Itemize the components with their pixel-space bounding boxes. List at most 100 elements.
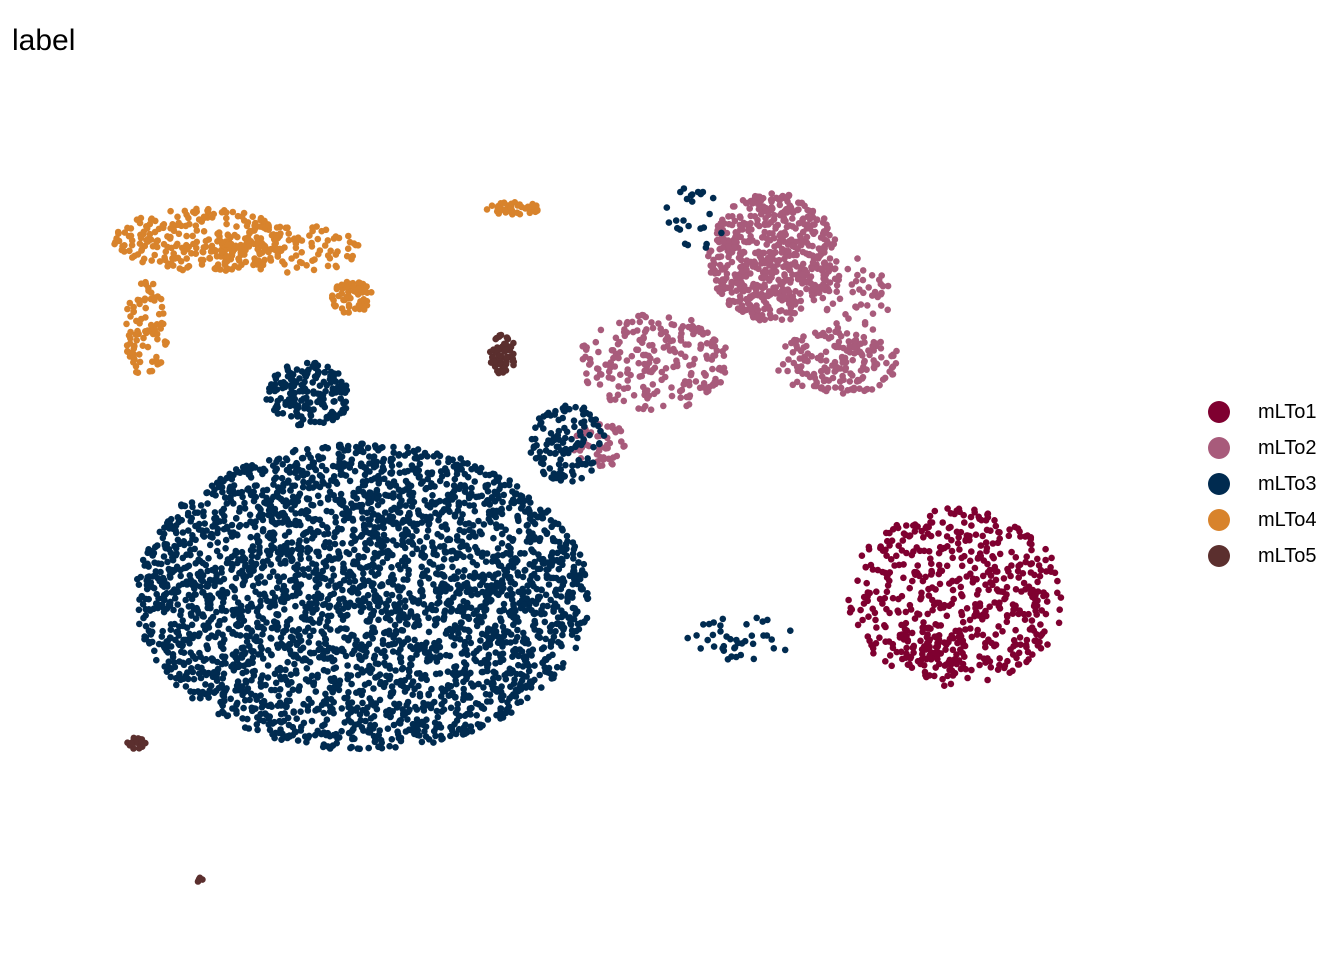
point-mLTo3 [294,737,302,744]
point-mLTo2 [840,344,847,352]
point-mLTo1 [968,666,975,674]
point-mLTo4 [256,250,264,258]
point-mLTo1 [955,534,962,541]
point-mLTo1 [1003,618,1011,626]
point-mLTo2 [766,256,774,264]
point-mLTo2 [697,345,704,352]
point-mLTo4 [210,210,217,218]
point-mLTo2 [808,265,816,273]
point-mLTo3 [183,581,191,588]
point-mLTo3 [213,608,220,616]
point-mLTo4 [147,236,155,243]
point-mLTo3 [543,574,551,582]
point-mLTo3 [214,539,221,546]
point-mLTo2 [769,205,776,212]
point-mLTo3 [281,606,288,613]
point-mLTo2 [615,383,622,390]
point-mLTo4 [151,251,158,259]
point-mLTo4 [331,303,339,310]
point-mLTo4 [160,240,168,248]
point-mLTo2 [795,206,802,213]
point-mLTo2 [624,384,632,392]
point-mLTo4 [136,351,143,358]
point-mLTo4 [124,305,131,313]
point-mLTo3 [438,563,446,571]
point-mLTo3 [472,657,480,665]
point-mLTo3 [425,520,433,527]
point-mLTo3 [520,629,527,637]
point-mLTo3 [360,727,367,734]
point-mLTo2 [772,268,780,276]
point-mLTo3 [379,637,387,644]
point-mLTo4 [125,232,133,240]
point-mLTo3 [166,634,174,641]
point-mLTo4 [234,233,241,241]
point-mLTo3 [328,577,335,584]
point-mLTo3 [258,704,266,711]
point-mLTo2 [746,295,754,302]
point-mLTo4 [221,258,229,266]
point-mLTo2 [717,220,724,227]
point-mLTo2 [822,348,830,356]
point-mLTo1 [979,532,986,540]
point-mLTo3 [158,633,166,640]
point-mLTo3 [161,540,169,548]
point-mLTo3 [464,613,471,621]
point-mLTo1 [911,568,918,576]
point-mLTo1 [895,595,902,603]
point-mLTo3 [277,634,285,641]
point-mLTo3 [282,666,289,674]
point-mLTo3 [304,446,311,453]
point-mLTo3 [270,493,277,501]
point-mLTo3 [248,563,255,571]
point-mLTo2 [797,234,804,241]
point-mLTo3 [236,521,244,529]
point-mLTo3 [490,479,498,486]
point-mLTo2 [616,349,624,356]
point-mLTo4 [129,254,136,261]
point-mLTo1 [893,648,901,656]
point-mLTo2 [802,356,810,363]
point-mLTo3 [306,632,314,640]
point-mLTo1 [1009,667,1016,675]
point-mLTo2 [609,422,616,430]
point-mLTo3 [392,744,399,751]
point-mLTo2 [850,386,858,394]
point-mLTo3 [384,480,392,487]
point-mLTo3 [370,685,377,692]
point-mLTo3 [401,562,409,569]
point-mLTo3 [475,680,482,688]
point-mLTo2 [864,302,871,309]
point-mLTo2 [716,253,723,261]
point-mLTo2 [752,249,759,257]
point-mLTo4 [213,252,221,260]
point-mLTo4 [138,247,145,254]
point-mLTo3 [359,515,366,522]
point-mLTo3 [416,460,424,468]
point-mLTo3 [380,683,388,691]
point-mLTo4 [124,224,131,232]
point-mLTo2 [729,279,736,287]
point-mLTo3 [431,501,439,508]
point-mLTo4 [218,248,226,256]
point-mLTo2 [746,205,753,212]
point-mLTo1 [908,551,916,559]
point-mLTo4 [186,220,193,228]
point-mLTo3 [317,499,324,507]
point-mLTo2 [831,265,838,273]
point-mLTo3 [371,652,379,660]
point-mLTo4 [129,349,136,356]
point-mLTo1 [1036,638,1043,646]
point-mLTo4 [206,255,214,262]
point-mLTo1 [915,611,923,618]
point-mLTo3 [580,560,588,568]
point-mLTo2 [803,285,810,293]
point-mLTo3 [149,621,156,628]
point-mLTo3 [432,670,440,678]
point-mLTo2 [859,276,867,284]
point-mLTo1 [927,571,935,578]
point-mLTo4 [141,295,149,303]
point-mLTo3 [258,491,266,499]
point-mLTo3 [380,531,388,539]
point-mLTo2 [635,359,642,367]
